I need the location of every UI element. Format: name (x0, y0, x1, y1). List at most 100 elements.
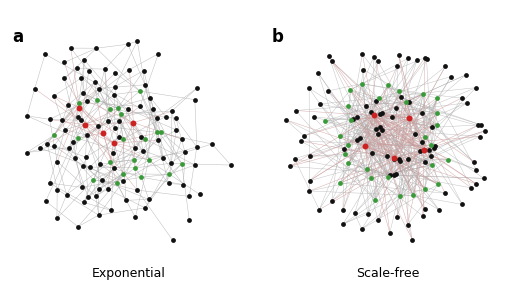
Point (404, 56, 412, 61)
Point (421, 135, 429, 139)
Point (179, 182, 188, 187)
Point (430, 146, 438, 151)
Point (93, 98, 101, 102)
Point (191, 97, 199, 102)
Point (349, 117, 357, 121)
Point (336, 133, 344, 138)
Point (405, 100, 413, 105)
Point (391, 172, 400, 176)
Point (74, 136, 82, 141)
Point (374, 218, 382, 223)
Point (306, 154, 314, 158)
Point (193, 86, 201, 90)
Point (105, 107, 114, 111)
Point (41, 199, 50, 204)
Point (325, 54, 333, 59)
Point (396, 159, 404, 164)
Point (64, 103, 72, 107)
Point (463, 100, 472, 105)
Point (472, 182, 480, 186)
Point (339, 222, 347, 226)
Point (110, 141, 118, 145)
Point (375, 112, 384, 116)
Point (408, 237, 416, 242)
Point (131, 166, 139, 170)
Point (153, 130, 161, 135)
Point (422, 57, 431, 61)
Point (129, 120, 138, 125)
Point (136, 104, 144, 109)
Point (425, 148, 433, 152)
Point (124, 42, 132, 47)
Point (353, 115, 361, 119)
Point (78, 185, 86, 190)
Point (191, 163, 199, 167)
Point (121, 198, 130, 203)
Point (420, 187, 429, 192)
Point (158, 155, 166, 160)
Point (108, 208, 116, 213)
Point (388, 115, 396, 119)
Point (291, 157, 299, 161)
Point (378, 128, 386, 132)
Point (117, 111, 125, 116)
Point (96, 162, 104, 167)
Point (138, 175, 146, 180)
Point (340, 146, 348, 151)
Point (157, 130, 165, 134)
Point (111, 84, 119, 89)
Point (70, 156, 79, 161)
Point (36, 146, 44, 150)
Point (72, 66, 81, 71)
Point (85, 69, 93, 73)
Point (441, 64, 449, 69)
Point (358, 227, 366, 231)
Point (41, 52, 49, 56)
Point (447, 74, 455, 79)
Point (193, 145, 201, 149)
Point (227, 163, 235, 167)
Point (472, 85, 480, 90)
Point (433, 111, 442, 115)
Point (178, 137, 186, 141)
Point (112, 180, 120, 185)
Point (185, 218, 193, 222)
Point (386, 173, 394, 177)
Point (370, 55, 378, 59)
Point (324, 89, 332, 93)
Point (418, 111, 426, 116)
Point (476, 134, 484, 139)
Point (396, 193, 404, 198)
Point (53, 216, 61, 221)
Point (441, 191, 449, 195)
Point (164, 181, 173, 186)
Point (185, 194, 193, 199)
Point (480, 128, 489, 133)
Point (93, 46, 101, 50)
Point (371, 197, 379, 202)
Point (359, 67, 368, 72)
Point (80, 58, 88, 62)
Title: Exponential: Exponential (92, 267, 165, 280)
Text: a: a (12, 28, 24, 46)
Point (392, 105, 401, 110)
Point (377, 110, 386, 115)
Point (75, 105, 84, 110)
Point (79, 91, 87, 96)
Point (314, 71, 323, 75)
Point (421, 160, 429, 164)
Point (135, 89, 144, 93)
Point (477, 123, 485, 127)
Point (353, 138, 361, 143)
Point (110, 151, 118, 156)
Point (169, 238, 177, 242)
Point (114, 106, 122, 111)
Point (105, 160, 114, 165)
Point (23, 113, 31, 118)
Point (390, 173, 398, 177)
Point (111, 125, 119, 130)
Point (154, 138, 162, 143)
Point (141, 206, 149, 210)
Point (92, 194, 100, 198)
Point (347, 117, 355, 122)
